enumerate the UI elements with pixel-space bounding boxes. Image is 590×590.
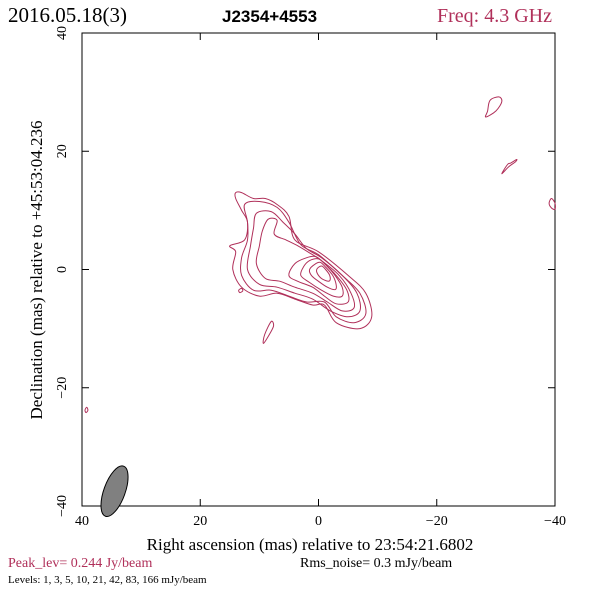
source-name: J2354+4553 [222, 7, 317, 26]
beam-ellipse-group [100, 465, 129, 517]
contour-line [548, 197, 556, 210]
contour-line [229, 191, 373, 330]
x-tick-label: −40 [544, 514, 566, 529]
beam-ellipse [100, 465, 129, 517]
x-tick-label: 40 [75, 514, 89, 529]
contour-levels: Levels: 1, 3, 5, 10, 21, 42, 83, 166 mJy… [8, 574, 207, 586]
x-axis-title: Right ascension (mas) relative to 23:54:… [147, 535, 474, 554]
contour-line [246, 210, 361, 318]
contour-line [288, 255, 350, 305]
contour-line [316, 265, 331, 282]
observation-date: 2016.05.18(3) [8, 3, 127, 27]
contour-line [238, 287, 244, 294]
plot-frame [81, 32, 556, 507]
y-tick-label: −40 [55, 495, 70, 517]
contour-line [484, 96, 503, 118]
contour-line [240, 200, 367, 324]
contour-line [308, 261, 337, 291]
y-tick-label: 20 [55, 144, 70, 158]
y-tick-label: 0 [55, 266, 70, 273]
x-tick-labels: 40 20 0 −20 −40 [75, 514, 566, 529]
rms-noise: Rms_noise= 0.3 mJy/beam [300, 556, 452, 571]
axis-ticks [81, 32, 556, 507]
peak-level: Peak_lev= 0.244 Jy/beam [8, 556, 152, 571]
contour-line [255, 217, 356, 312]
contour-line [501, 158, 518, 175]
contour-line [84, 406, 89, 414]
x-tick-label: −20 [426, 514, 448, 529]
contour-lines [84, 96, 556, 414]
y-tick-label: 40 [55, 26, 70, 40]
y-tick-labels: −40 −20 0 20 40 [55, 26, 70, 517]
x-tick-label: 20 [193, 514, 207, 529]
contour-line [300, 258, 344, 298]
frequency-label: Freq: 4.3 GHz [437, 5, 552, 27]
y-tick-label: −20 [55, 377, 70, 399]
y-axis-title: Declination (mas) relative to +45:53:04.… [27, 121, 46, 420]
x-tick-label: 0 [315, 514, 322, 529]
contour-line [262, 320, 275, 344]
